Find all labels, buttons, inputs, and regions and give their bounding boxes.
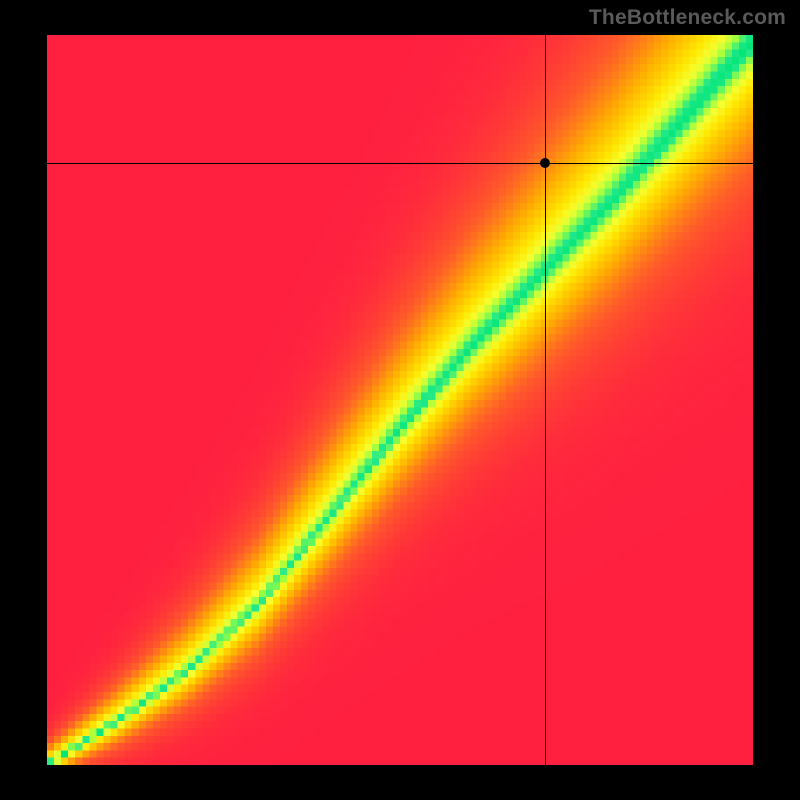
crosshair-point bbox=[540, 158, 550, 168]
heatmap-plot bbox=[47, 35, 753, 765]
watermark-text: TheBottleneck.com bbox=[589, 6, 786, 30]
crosshair-horizontal bbox=[47, 163, 753, 164]
heatmap-canvas bbox=[47, 35, 753, 765]
crosshair-vertical bbox=[545, 35, 546, 765]
